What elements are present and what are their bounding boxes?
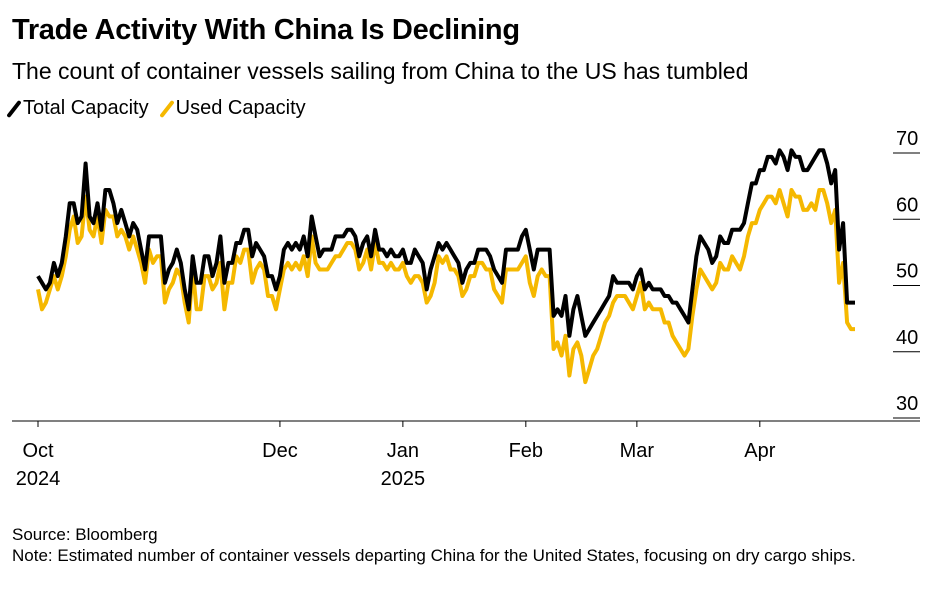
y-tick-label: 70: [896, 128, 918, 150]
y-tick-label: 40: [896, 327, 918, 349]
x-tick-year-label: 2024: [16, 468, 61, 490]
legend-label-total: Total Capacity: [23, 97, 149, 119]
chart-subtitle: The count of container vessels sailing f…: [12, 58, 749, 84]
series-line-total-capacity: [36, 148, 855, 338]
x-tick-label: Jan: [387, 440, 419, 462]
legend-item-used: Used Capacity: [158, 97, 306, 120]
series-line-used-capacity: [36, 188, 855, 385]
x-tick-label: Apr: [744, 440, 775, 462]
y-tick-label: 50: [896, 261, 918, 283]
x-tick-label: Feb: [509, 440, 543, 462]
legend-label-used: Used Capacity: [175, 97, 306, 119]
legend: Total Capacity Used Capacity: [6, 97, 306, 120]
footer: Source: Bloomberg Note: Estimated number…: [12, 524, 912, 566]
source-text: Source: Bloomberg: [12, 525, 158, 544]
x-tick-label: Dec: [262, 440, 298, 462]
x-tick-label: Oct: [22, 440, 54, 462]
x-tick-label: Mar: [620, 440, 655, 462]
note-text: Note: Estimated number of container vess…: [12, 546, 856, 565]
legend-item-total: Total Capacity: [6, 97, 149, 120]
y-tick-label: 30: [896, 393, 918, 415]
x-tick-year-label: 2025: [381, 468, 426, 490]
chart-title: Trade Activity With China Is Declining: [12, 14, 520, 46]
y-tick-label: 60: [896, 194, 918, 216]
